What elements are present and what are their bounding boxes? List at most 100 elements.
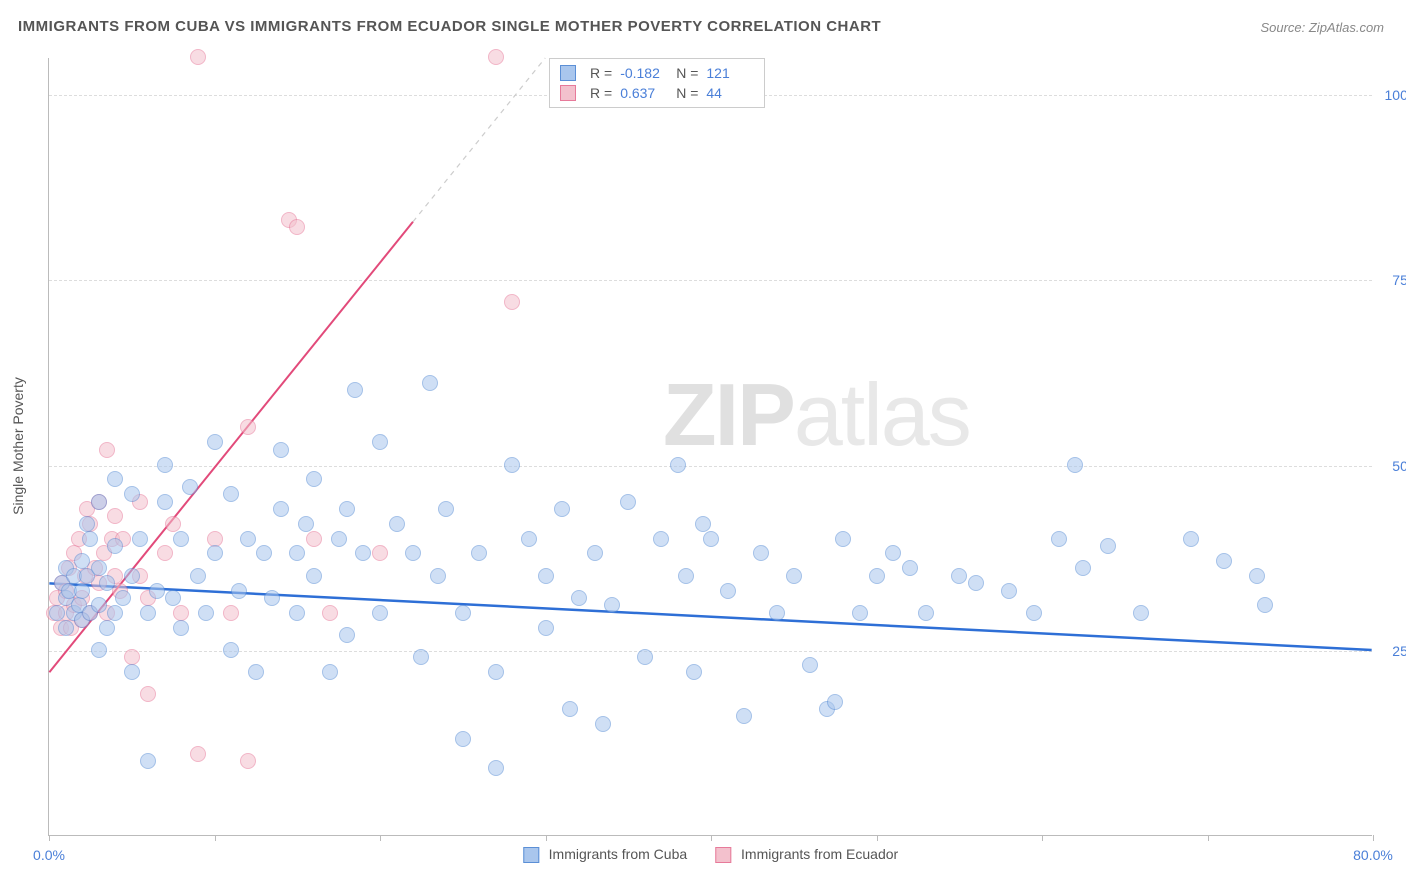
data-point [165,516,181,532]
trend-line [49,583,1371,650]
data-point [207,434,223,450]
data-point [595,716,611,732]
data-point [562,701,578,717]
data-point [273,501,289,517]
data-point [74,553,90,569]
data-point [604,597,620,613]
series-legend: Immigrants from Cuba Immigrants from Ecu… [523,846,898,863]
data-point [322,664,338,680]
data-point [902,560,918,576]
data-point [82,531,98,547]
data-point [331,531,347,547]
x-tick [215,835,216,841]
data-point [149,583,165,599]
data-point [827,694,843,710]
data-point [99,442,115,458]
data-point [951,568,967,584]
data-point [223,486,239,502]
data-point [273,442,289,458]
data-point [223,605,239,621]
n-label: N = [676,85,698,101]
data-point [571,590,587,606]
data-point [165,590,181,606]
data-point [322,605,338,621]
data-point [339,627,355,643]
data-point [298,516,314,532]
data-point [140,753,156,769]
data-point [124,486,140,502]
data-point [430,568,446,584]
data-point [306,531,322,547]
data-point [695,516,711,532]
data-point [124,664,140,680]
data-point [720,583,736,599]
data-point [173,531,189,547]
data-point [140,686,156,702]
trend-lines [49,58,1372,835]
data-point [372,545,388,561]
data-point [1183,531,1199,547]
data-point [140,605,156,621]
data-point [58,620,74,636]
x-tick [877,835,878,841]
x-tick [711,835,712,841]
data-point [1249,568,1265,584]
data-point [670,457,686,473]
data-point [91,494,107,510]
data-point [74,583,90,599]
x-tick [546,835,547,841]
data-point [91,560,107,576]
data-point [869,568,885,584]
data-point [1216,553,1232,569]
data-point [132,531,148,547]
data-point [240,419,256,435]
n-label: N = [676,65,698,81]
data-point [124,568,140,584]
data-point [686,664,702,680]
swatch-icon [560,85,576,101]
n-value: 44 [706,85,754,101]
data-point [389,516,405,532]
data-point [753,545,769,561]
y-tick-label: 25.0% [1377,643,1406,659]
swatch-icon [523,847,539,863]
x-tick [1208,835,1209,841]
data-point [49,605,65,621]
data-point [289,219,305,235]
r-label: R = [590,65,612,81]
data-point [306,471,322,487]
data-point [455,731,471,747]
data-point [264,590,280,606]
stats-legend-box: R = -0.182 N = 121 R = 0.637 N = 44 [549,58,765,108]
data-point [455,605,471,621]
data-point [289,545,305,561]
swatch-icon [715,847,731,863]
r-value: 0.637 [620,85,668,101]
data-point [107,508,123,524]
data-point [488,49,504,65]
data-point [190,746,206,762]
data-point [99,620,115,636]
data-point [488,664,504,680]
data-point [1051,531,1067,547]
legend-label: Immigrants from Cuba [549,846,687,862]
data-point [231,583,247,599]
y-tick-label: 50.0% [1377,458,1406,474]
data-point [488,760,504,776]
data-point [306,568,322,584]
chart-title: IMMIGRANTS FROM CUBA VS IMMIGRANTS FROM … [18,18,881,35]
legend-item: Immigrants from Cuba [523,846,687,863]
data-point [1026,605,1042,621]
data-point [438,501,454,517]
data-point [968,575,984,591]
data-point [413,649,429,665]
data-point [91,597,107,613]
data-point [91,642,107,658]
data-point [703,531,719,547]
data-point [1257,597,1273,613]
data-point [190,49,206,65]
r-label: R = [590,85,612,101]
data-point [248,664,264,680]
data-point [918,605,934,621]
data-point [207,531,223,547]
